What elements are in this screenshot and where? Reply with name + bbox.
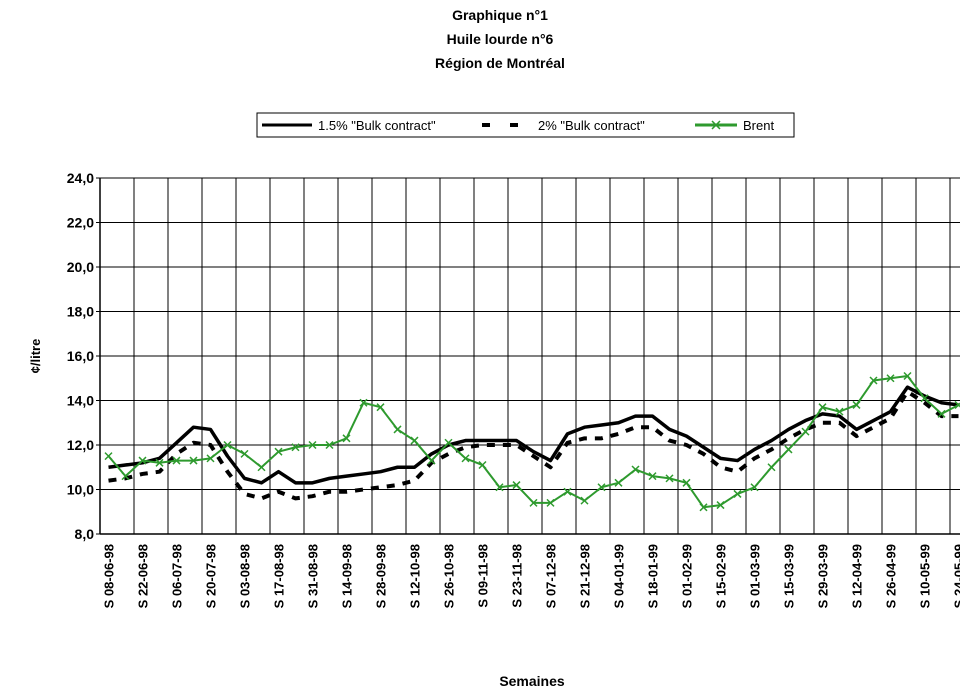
x-tick-label: S 26-10-98 (442, 544, 457, 608)
point-marker (699, 503, 708, 512)
point-marker (665, 474, 674, 483)
point-marker (954, 400, 960, 409)
x-tick-label: S 22-06-98 (136, 544, 151, 608)
point-marker (512, 481, 521, 490)
x-tick-label: S 15-02-99 (714, 544, 729, 608)
x-tick-label: S 18-01-99 (646, 544, 661, 608)
legend-label: 1.5% "Bulk contract" (318, 118, 436, 133)
point-marker (172, 456, 181, 465)
chart-title: Huile lourde n°6 (447, 31, 554, 47)
point-marker (461, 454, 470, 463)
x-tick-label: S 24-05-99 (952, 544, 960, 608)
point-marker (580, 496, 589, 505)
point-marker (410, 436, 419, 445)
point-marker (308, 440, 317, 450)
x-tick-label: S 10-05-99 (918, 544, 933, 608)
x-tick-label: S 03-08-98 (238, 544, 253, 608)
point-marker (716, 501, 725, 510)
y-tick-label: 12,0 (67, 437, 94, 453)
point-marker (495, 483, 504, 492)
point-marker (104, 452, 113, 461)
y-tick-label: 22,0 (67, 215, 94, 231)
point-marker (903, 371, 912, 381)
point-marker (257, 463, 266, 472)
point-marker (767, 463, 776, 472)
point-marker (886, 374, 895, 383)
point-marker (546, 498, 555, 507)
point-marker (869, 376, 878, 385)
point-marker (444, 438, 453, 447)
x-tick-label: S 01-03-99 (748, 544, 763, 608)
point-marker (648, 472, 657, 481)
x-tick-label: S 09-11-98 (476, 544, 491, 608)
point-marker (325, 440, 334, 450)
point-marker (223, 440, 232, 450)
x-tick-label: S 17-08-98 (272, 544, 287, 608)
point-marker (852, 400, 861, 409)
x-tick-label: S 29-03-99 (816, 544, 831, 608)
x-axis-title: Semaines (499, 673, 565, 689)
chart-title: Région de Montréal (435, 55, 565, 71)
y-tick-label: 8,0 (75, 526, 95, 542)
point-marker (427, 456, 436, 465)
series-line (108, 389, 959, 501)
x-tick-label: S 12-04-99 (850, 544, 865, 608)
y-tick-label: 16,0 (67, 348, 94, 364)
legend-label: Brent (743, 118, 774, 133)
x-tick-label: S 23-11-98 (510, 544, 525, 608)
point-marker (920, 394, 929, 403)
point-marker (682, 478, 691, 487)
point-marker (393, 425, 402, 434)
y-tick-label: 24,0 (67, 170, 94, 186)
y-tick-label: 10,0 (67, 482, 94, 498)
x-tick-label: S 08-06-98 (102, 544, 117, 608)
x-tick-label: S 21-12-98 (578, 544, 593, 608)
point-marker (189, 456, 198, 465)
y-tick-label: 14,0 (67, 393, 94, 409)
y-tick-label: 20,0 (67, 259, 94, 275)
point-marker (240, 449, 249, 458)
x-tick-label: S 15-03-99 (782, 544, 797, 608)
x-tick-label: S 26-04-99 (884, 544, 899, 608)
x-tick-label: S 01-02-99 (680, 544, 695, 608)
point-marker (818, 403, 827, 412)
point-marker (274, 447, 283, 456)
chart-title: Graphique n°1 (452, 7, 548, 23)
point-marker (733, 489, 742, 498)
point-marker (563, 487, 572, 496)
y-tick-label: 18,0 (67, 304, 94, 320)
x-tick-label: S 28-09-98 (374, 544, 389, 608)
point-marker (359, 398, 368, 407)
x-tick-label: S 06-07-98 (170, 544, 185, 608)
x-tick-label: S 04-01-99 (612, 544, 627, 608)
point-marker (801, 427, 810, 436)
point-marker (138, 456, 147, 465)
point-marker (614, 478, 623, 487)
point-marker (121, 472, 130, 481)
legend-label: 2% "Bulk contract" (538, 118, 645, 133)
point-marker (155, 458, 164, 467)
point-marker (206, 454, 215, 463)
point-marker (597, 483, 606, 492)
point-marker (376, 403, 385, 412)
point-marker (291, 443, 300, 452)
legend-marker (711, 120, 721, 130)
point-marker (750, 483, 759, 492)
point-marker (478, 460, 487, 470)
point-marker (937, 409, 946, 418)
x-tick-label: S 07-12-98 (544, 544, 559, 608)
point-marker (342, 434, 351, 443)
point-marker (784, 445, 793, 454)
x-tick-label: S 12-10-98 (408, 544, 423, 608)
point-marker (835, 407, 844, 416)
point-marker (631, 465, 640, 474)
x-tick-label: S 20-07-98 (204, 544, 219, 608)
x-tick-label: S 14-09-98 (340, 544, 355, 608)
y-axis-title: ¢/litre (28, 339, 43, 374)
point-marker (529, 498, 538, 507)
x-tick-label: S 31-08-98 (306, 544, 321, 608)
